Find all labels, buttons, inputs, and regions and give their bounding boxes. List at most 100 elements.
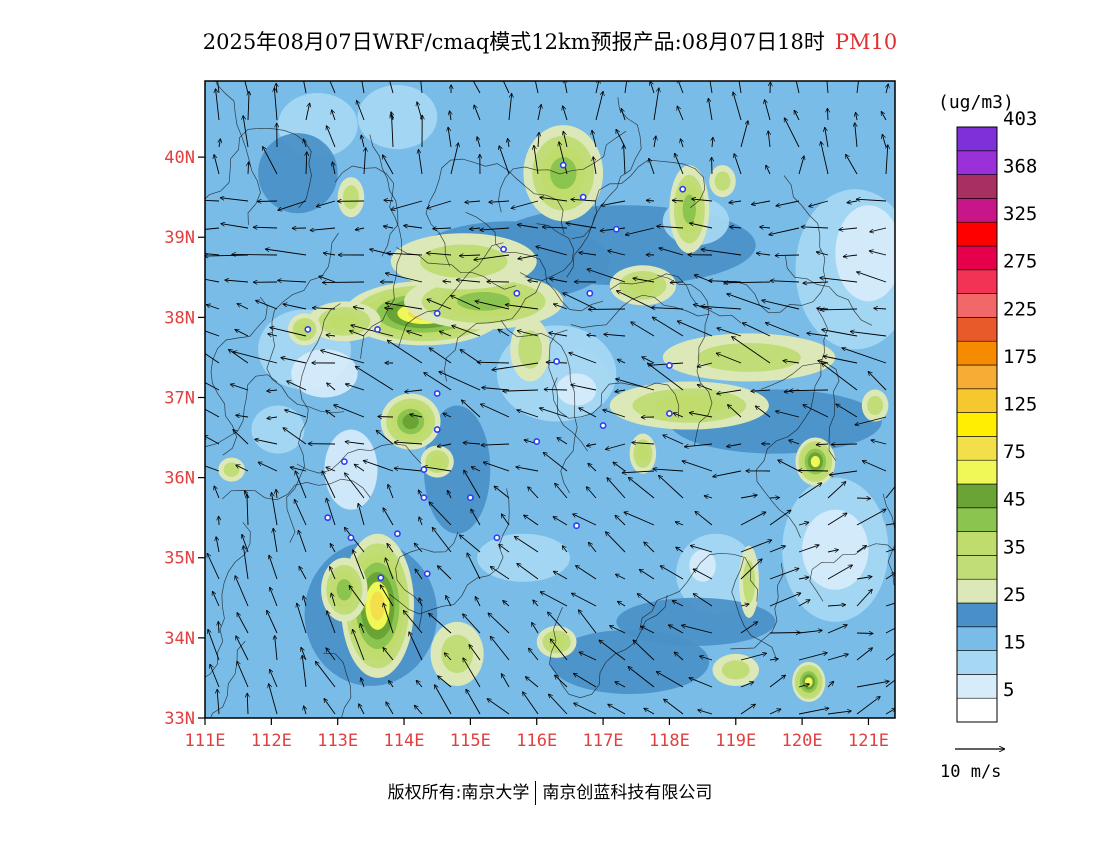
wind-arrow bbox=[855, 416, 887, 425]
wind-arrow bbox=[480, 228, 510, 230]
wind-arrow bbox=[856, 508, 886, 526]
wind-arrow bbox=[403, 226, 423, 229]
wind-arrow bbox=[798, 471, 829, 472]
wind-arrow bbox=[843, 255, 858, 257]
wind-arrow bbox=[494, 486, 510, 499]
wind-arrow bbox=[205, 330, 220, 337]
wind-arrow bbox=[693, 594, 713, 607]
wind-arrow bbox=[361, 81, 365, 94]
wind-arrow bbox=[712, 470, 742, 477]
wind-arrow bbox=[450, 143, 459, 175]
concentration-band bbox=[423, 405, 491, 534]
wind-arrow bbox=[821, 363, 858, 391]
wind-arrow bbox=[322, 282, 365, 283]
wind-arrow bbox=[783, 361, 800, 363]
wind-arrow bbox=[856, 648, 873, 661]
wind-arrow bbox=[825, 127, 829, 148]
latitude-axis: 33N 34N 35N 36N 37N 38N 39N 40N bbox=[164, 148, 205, 729]
wind-arrow bbox=[376, 430, 394, 445]
colorbar-swatch bbox=[956, 269, 998, 294]
wind-arrow bbox=[419, 598, 422, 607]
wind-arrow bbox=[885, 627, 895, 634]
wind-arrow bbox=[751, 390, 771, 391]
wind-arrow bbox=[205, 408, 220, 418]
wind-arrow bbox=[235, 415, 249, 417]
wind-arrow bbox=[617, 601, 626, 607]
wind-arrow bbox=[587, 269, 626, 283]
wind-arrow bbox=[856, 589, 872, 607]
wind-arrow bbox=[701, 306, 742, 310]
colorbar-swatch bbox=[956, 555, 998, 580]
wind-arrow bbox=[684, 443, 713, 447]
colorbar-label: 5 bbox=[1003, 679, 1014, 701]
wind-arrow bbox=[579, 407, 597, 418]
wind-arrow bbox=[592, 130, 597, 148]
wind-arrow bbox=[345, 442, 365, 445]
wind-arrow bbox=[278, 200, 307, 210]
wind-arrow bbox=[517, 563, 539, 580]
admin-border bbox=[323, 652, 352, 718]
wind-arrow bbox=[331, 593, 336, 607]
wind-arrow bbox=[776, 200, 800, 206]
wind-arrow bbox=[205, 253, 220, 256]
wind-arrow bbox=[409, 414, 423, 418]
footer-separator bbox=[535, 781, 537, 805]
wind-arrow bbox=[653, 469, 684, 471]
wind-arrow bbox=[869, 227, 887, 232]
wind-arrow bbox=[451, 325, 481, 337]
admin-border bbox=[286, 303, 341, 543]
wind-arrow bbox=[539, 408, 568, 418]
wind-arrow bbox=[573, 702, 597, 715]
wind-arrow bbox=[699, 656, 713, 661]
wind-arrow bbox=[717, 328, 742, 337]
wind-arrow bbox=[231, 254, 278, 255]
wind-arrow bbox=[500, 673, 510, 688]
wind-arrow bbox=[644, 707, 655, 715]
wind-arrow bbox=[344, 473, 365, 499]
wind-arrow bbox=[406, 331, 423, 337]
wind-arrow bbox=[522, 692, 539, 715]
wind-arrow bbox=[258, 462, 278, 472]
wind-arrow bbox=[488, 613, 510, 634]
hotspot-contour bbox=[328, 312, 360, 330]
wind-arrow bbox=[392, 114, 394, 148]
wind-arrow bbox=[385, 702, 394, 715]
wind-arrow bbox=[326, 383, 336, 391]
admin-border bbox=[730, 563, 784, 650]
wind-arrow bbox=[756, 253, 771, 255]
wind-arrow bbox=[205, 435, 220, 445]
admin-border bbox=[425, 158, 565, 267]
wind-arrow bbox=[622, 471, 655, 473]
wind-arrow bbox=[798, 653, 828, 661]
wind-arrow bbox=[225, 280, 249, 282]
concentration-band bbox=[835, 205, 895, 302]
wind-arrow bbox=[298, 566, 307, 580]
concentration-band bbox=[477, 533, 570, 582]
wind-arrow bbox=[387, 543, 394, 553]
wind-arrow bbox=[380, 585, 394, 607]
wind-arrow bbox=[474, 254, 510, 260]
wind-arrow bbox=[216, 536, 220, 553]
wind-arrow bbox=[827, 550, 839, 552]
colorbar-label: 75 bbox=[1003, 441, 1026, 463]
lat-label: 33N bbox=[164, 709, 195, 729]
wind-arrow bbox=[469, 644, 481, 661]
colorbar-swatch bbox=[956, 198, 998, 223]
wind-arrow bbox=[740, 704, 756, 715]
wind-arrow bbox=[740, 495, 757, 499]
wind-arrow bbox=[420, 81, 423, 94]
wind-arrow bbox=[319, 276, 336, 283]
wind-arrow bbox=[885, 677, 895, 688]
station-markers bbox=[304, 161, 687, 582]
wind-arrow bbox=[554, 675, 568, 688]
hotspot-contour bbox=[714, 171, 731, 191]
wind-arrow bbox=[850, 331, 887, 337]
wind-arrow bbox=[298, 530, 307, 553]
colorbar-swatch bbox=[956, 626, 998, 651]
wind-arrow bbox=[793, 110, 800, 121]
wind-arrow bbox=[323, 253, 336, 255]
colorbar-label: 15 bbox=[1003, 632, 1026, 654]
wind-arrow bbox=[856, 577, 872, 580]
lon-label: 120E bbox=[782, 731, 823, 751]
wind-arrow bbox=[820, 278, 858, 283]
